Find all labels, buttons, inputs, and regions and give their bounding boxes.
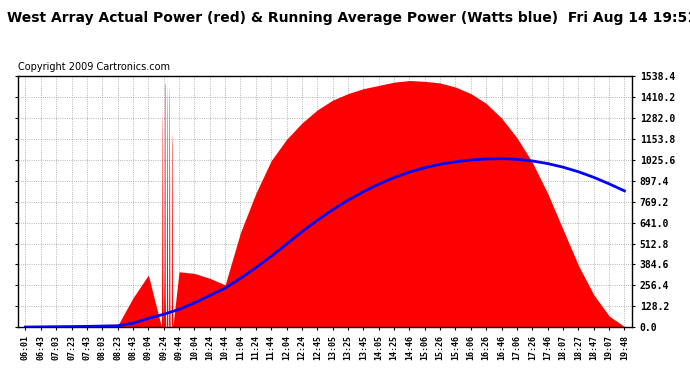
Text: Copyright 2009 Cartronics.com: Copyright 2009 Cartronics.com (18, 62, 170, 72)
Text: West Array Actual Power (red) & Running Average Power (Watts blue)  Fri Aug 14 1: West Array Actual Power (red) & Running … (7, 11, 690, 25)
